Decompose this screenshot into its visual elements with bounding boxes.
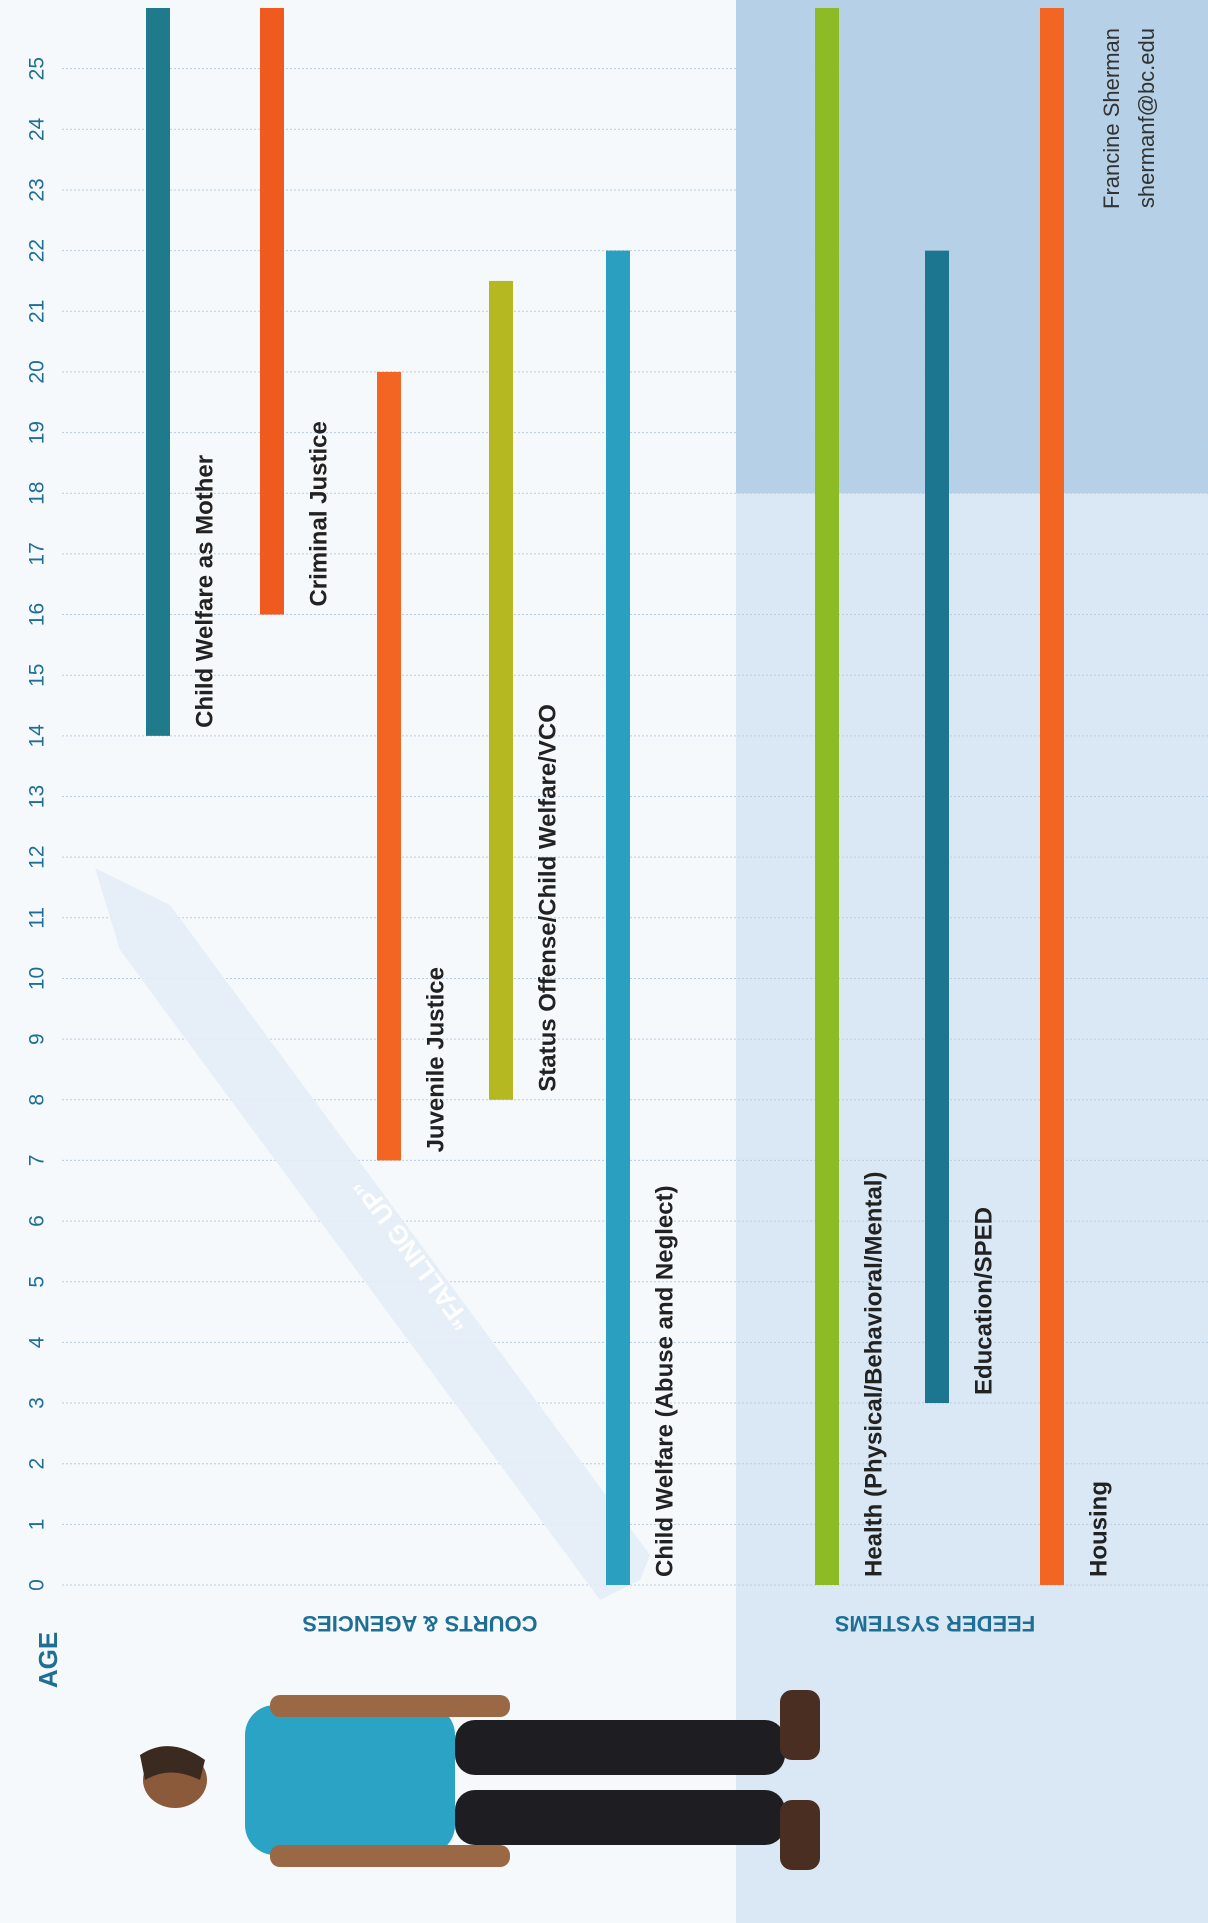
y-tick-label: 5 <box>26 1276 49 1288</box>
series-label: Juvenile Justice <box>422 967 449 1152</box>
range-bar <box>489 280 513 1100</box>
range-bar <box>1040 8 1064 1585</box>
y-tick-label: 15 <box>26 664 49 687</box>
range-bar <box>815 8 839 1585</box>
y-tick-label: 7 <box>26 1155 49 1167</box>
series-label: Housing <box>1085 1481 1112 1577</box>
y-tick-label: 14 <box>26 724 49 748</box>
group-label: FEEDER SYSTEMS <box>835 1611 1035 1636</box>
y-tick-label: 1 <box>26 1519 49 1531</box>
y-tick-label: 24 <box>26 117 49 141</box>
y-tick-label: 22 <box>26 239 49 262</box>
series-label: Criminal Justice <box>305 421 332 606</box>
y-tick-label: 6 <box>26 1215 49 1227</box>
y-tick-label: 4 <box>26 1336 49 1348</box>
range-bar <box>606 250 630 1586</box>
y-tick-label: 9 <box>26 1033 49 1045</box>
author: Francine Sherman <box>1099 28 1124 209</box>
range-bar <box>260 8 284 615</box>
range-bar <box>377 371 401 1161</box>
y-tick-label: 12 <box>26 845 49 868</box>
y-tick-label: 0 <box>26 1579 49 1591</box>
y-tick-label: 19 <box>26 421 49 444</box>
y-tick-label: 13 <box>26 785 49 808</box>
group-label: COURTS & AGENCIES <box>302 1611 537 1636</box>
shaded-region <box>736 0 1208 494</box>
range-bar <box>925 250 949 1404</box>
y-tick-label: 11 <box>26 907 49 929</box>
email: shermanf@bc.edu <box>1134 28 1159 208</box>
y-tick-label: 8 <box>26 1094 49 1106</box>
y-tick-label: 2 <box>26 1458 49 1470</box>
series-label: Child Welfare as Mother <box>191 455 218 728</box>
y-tick-label: 23 <box>26 178 49 201</box>
y-tick-label: 21 <box>26 300 49 323</box>
y-tick-label: 16 <box>26 603 49 626</box>
y-tick-label: 10 <box>26 967 49 990</box>
y-tick-label: 17 <box>26 542 49 565</box>
series-label: Health (Physical/Behavioral/Mental) <box>860 1172 887 1577</box>
y-tick-label: 3 <box>26 1397 49 1409</box>
y-tick-label: 25 <box>26 57 49 80</box>
person <box>140 1690 820 1870</box>
series-label: Education/SPED <box>970 1207 997 1395</box>
falling-up-arrow <box>95 868 650 1600</box>
series-label: Status Offense/Child Welfare/VCO <box>534 704 561 1092</box>
series-label: Child Welfare (Abuse and Neglect) <box>651 1185 678 1577</box>
y-tick-label: 20 <box>26 360 49 383</box>
y-tick-label: 18 <box>26 482 49 505</box>
axis-label: AGE <box>33 1632 63 1688</box>
range-bar <box>146 8 170 736</box>
